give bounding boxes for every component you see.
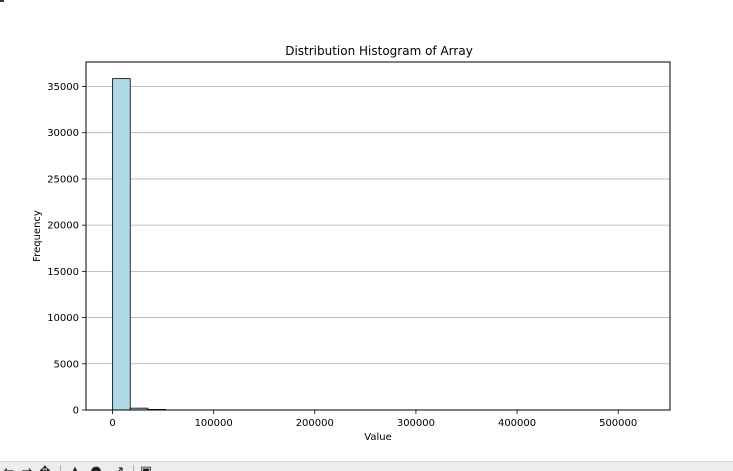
y-axis-ticks: 0 5000 10000 15000 20000 25000 30000 35000 [47, 82, 86, 417]
zoom-icon[interactable]: ▲ [68, 465, 82, 471]
window-top-edge [0, 0, 733, 6]
chart-title: Distribution Histogram of Array [285, 44, 473, 58]
navigation-toolbar: ← → ✥ ▲ ● ↗ ▣ [0, 461, 733, 471]
plot-frame [85, 61, 671, 411]
histogram-bar [112, 78, 131, 411]
y-tick-label: 30000 [47, 128, 79, 139]
x-tick-label: 200000 [296, 418, 334, 429]
x-axis-label: Value [364, 432, 391, 443]
window-corner-fragment [0, 0, 4, 2]
x-tick-label: 500000 [599, 418, 637, 429]
toolbar-separator [133, 465, 134, 471]
y-tick-label: 0 [73, 406, 79, 417]
y-tick-label: 35000 [47, 82, 79, 93]
x-tick-label: 300000 [397, 418, 435, 429]
forward-arrow-icon[interactable]: → [20, 465, 34, 471]
y-tick-label: 5000 [54, 359, 79, 370]
save-icon[interactable]: ▣ [139, 465, 153, 471]
y-tick-label: 25000 [47, 174, 79, 185]
x-axis-ticks: 0 100000 200000 300000 400000 500000 [109, 410, 637, 429]
back-arrow-icon[interactable]: ← [2, 465, 16, 471]
grid-lines [86, 86, 670, 411]
y-tick-label: 15000 [47, 267, 79, 278]
histogram-bars [112, 78, 202, 411]
configure-subplots-icon[interactable]: ● [89, 465, 103, 471]
pan-icon[interactable]: ✥ [38, 465, 52, 471]
x-tick-label: 100000 [195, 418, 233, 429]
y-tick-label: 20000 [47, 221, 79, 232]
histogram-chart: Distribution Histogram of Array 0 100000 2… [32, 44, 671, 443]
toolbar-separator [60, 465, 61, 471]
x-tick-label: 400000 [498, 418, 536, 429]
y-axis-label: Frequency [32, 210, 43, 262]
y-tick-label: 10000 [47, 313, 79, 324]
x-tick-label: 0 [109, 418, 115, 429]
edit-axis-icon[interactable]: ↗ [112, 465, 126, 471]
